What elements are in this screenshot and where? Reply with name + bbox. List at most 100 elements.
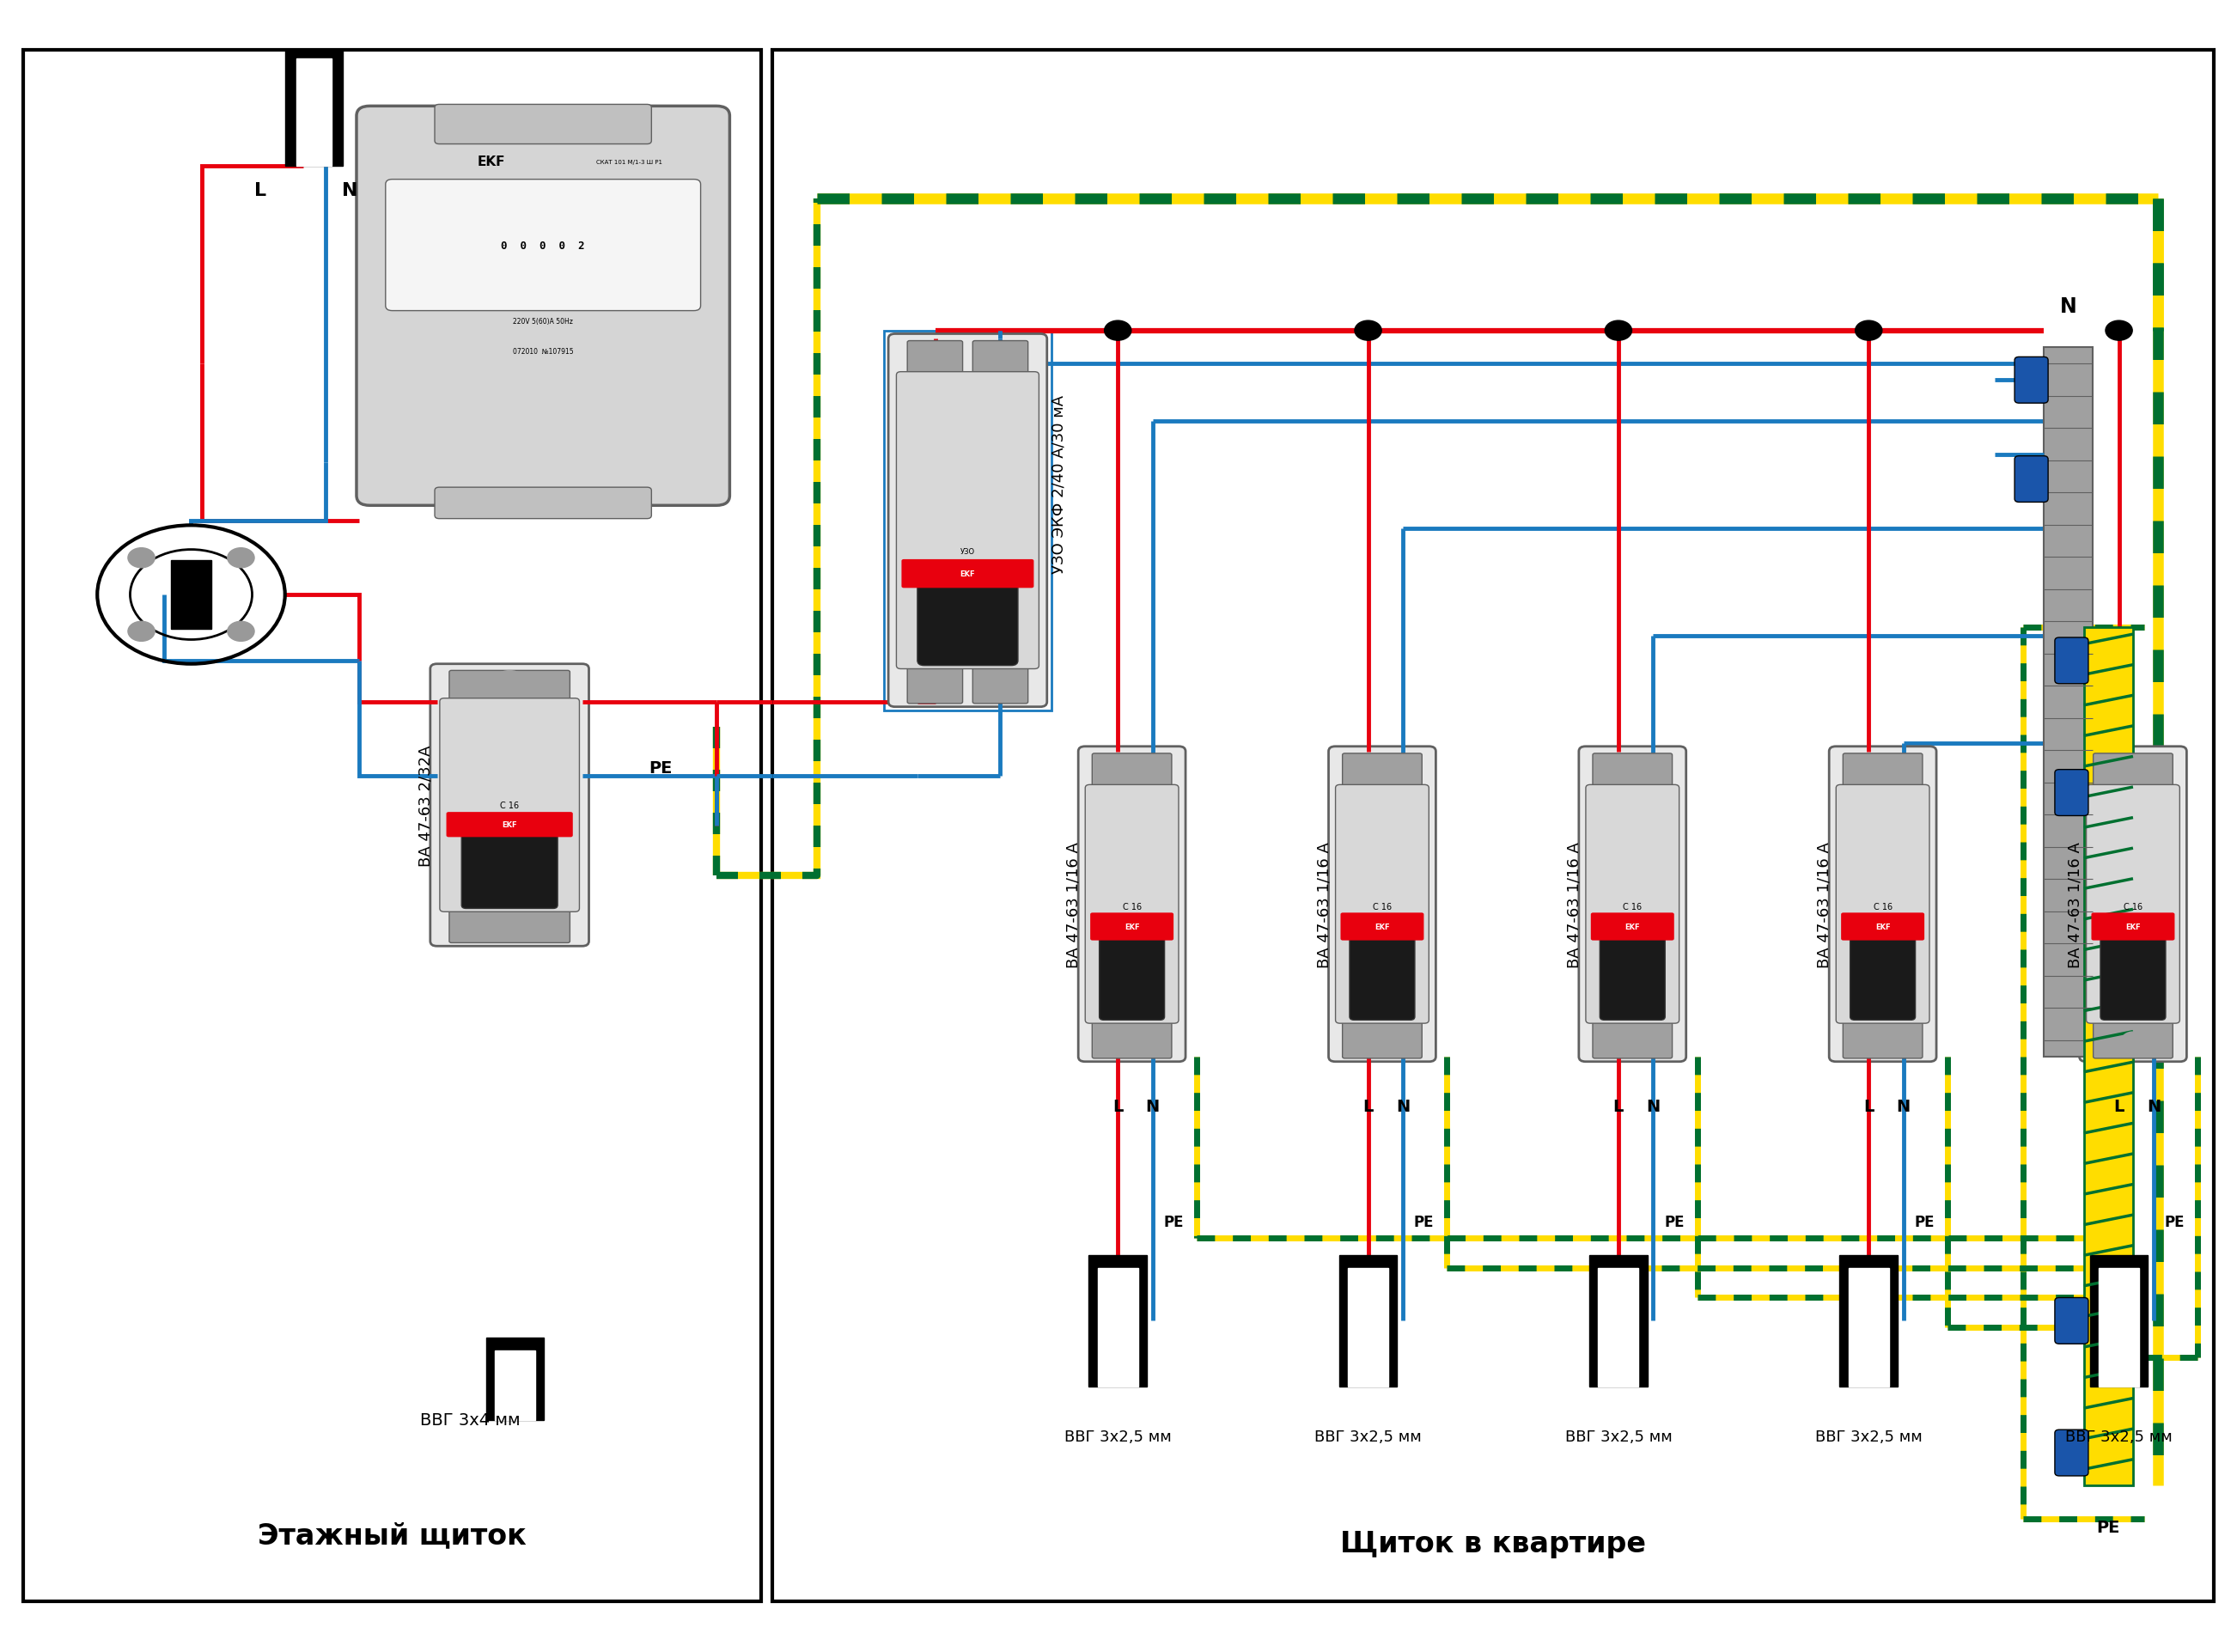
Polygon shape <box>2089 1256 2148 1388</box>
Text: PE: PE <box>1915 1214 1935 1229</box>
Text: ВА 47-63 1/16 А: ВА 47-63 1/16 А <box>2067 841 2083 968</box>
Text: УЗО: УЗО <box>960 548 975 555</box>
Polygon shape <box>1340 1256 1398 1388</box>
Text: Щиток в квартире: Щиток в квартире <box>1340 1530 1646 1558</box>
FancyBboxPatch shape <box>441 699 579 912</box>
Text: N: N <box>1897 1099 1910 1115</box>
FancyBboxPatch shape <box>2094 753 2172 790</box>
Text: L: L <box>1112 1099 1123 1115</box>
Polygon shape <box>1349 1269 1389 1388</box>
Circle shape <box>1872 1032 1895 1049</box>
Polygon shape <box>1839 1256 1897 1388</box>
Text: ВВГ 3х4 мм: ВВГ 3х4 мм <box>421 1412 521 1427</box>
Circle shape <box>2121 1032 2145 1049</box>
Circle shape <box>128 548 154 568</box>
Text: ВВГ 3х2,5 мм: ВВГ 3х2,5 мм <box>1566 1429 1671 1444</box>
FancyBboxPatch shape <box>1830 747 1937 1062</box>
Circle shape <box>492 671 528 697</box>
Circle shape <box>228 548 255 568</box>
Text: N: N <box>2148 1099 2161 1115</box>
Polygon shape <box>1588 1256 1646 1388</box>
FancyBboxPatch shape <box>908 342 962 377</box>
FancyBboxPatch shape <box>2056 638 2089 684</box>
Text: L: L <box>1362 1099 1374 1115</box>
FancyBboxPatch shape <box>2101 937 2165 1021</box>
FancyBboxPatch shape <box>450 671 570 704</box>
Text: EKF: EKF <box>1125 923 1139 930</box>
FancyBboxPatch shape <box>1850 937 1915 1021</box>
FancyBboxPatch shape <box>1342 1023 1423 1059</box>
FancyBboxPatch shape <box>1078 747 1186 1062</box>
Polygon shape <box>2098 1269 2139 1388</box>
Text: PE: PE <box>2165 1214 2186 1229</box>
Circle shape <box>1121 1032 1143 1049</box>
Text: 220V 5(60)А 50Hz: 220V 5(60)А 50Hz <box>512 317 573 325</box>
FancyBboxPatch shape <box>888 334 1047 707</box>
FancyBboxPatch shape <box>1593 1023 1673 1059</box>
Circle shape <box>1121 760 1143 776</box>
Polygon shape <box>494 1351 535 1419</box>
Text: 0  0  0  0  2: 0 0 0 0 2 <box>501 240 584 251</box>
FancyBboxPatch shape <box>450 910 570 943</box>
Text: PE: PE <box>1163 1214 1183 1229</box>
Text: L: L <box>2114 1099 2125 1115</box>
FancyBboxPatch shape <box>356 107 729 506</box>
Text: ВВГ 3х2,5 мм: ВВГ 3х2,5 мм <box>1065 1429 1172 1444</box>
Text: EKF: EKF <box>476 155 506 169</box>
FancyBboxPatch shape <box>1843 753 1922 790</box>
Circle shape <box>1356 320 1382 340</box>
Text: ВА 47-63 2/32А: ВА 47-63 2/32А <box>418 745 434 866</box>
Circle shape <box>919 345 944 362</box>
Text: СКАТ 101 М/1-3 Ш Р1: СКАТ 101 М/1-3 Ш Р1 <box>597 160 662 165</box>
FancyBboxPatch shape <box>1841 914 1924 940</box>
Circle shape <box>2105 320 2132 340</box>
Text: L: L <box>1613 1099 1624 1115</box>
FancyBboxPatch shape <box>1335 785 1429 1024</box>
FancyBboxPatch shape <box>1586 785 1680 1024</box>
FancyBboxPatch shape <box>1340 914 1423 940</box>
Text: L: L <box>1863 1099 1875 1115</box>
Circle shape <box>984 345 1009 362</box>
Polygon shape <box>1089 1256 1148 1388</box>
Polygon shape <box>170 560 210 629</box>
Text: PE: PE <box>1414 1214 1434 1229</box>
Circle shape <box>2121 760 2145 776</box>
Polygon shape <box>1098 1269 1139 1388</box>
Text: ВВГ 3х2,5 мм: ВВГ 3х2,5 мм <box>1814 1429 1922 1444</box>
FancyBboxPatch shape <box>1843 1023 1922 1059</box>
Text: ВА 47-63 1/16 А: ВА 47-63 1/16 А <box>1067 841 1080 968</box>
Text: C 16: C 16 <box>1872 902 1893 910</box>
FancyBboxPatch shape <box>434 487 651 519</box>
Text: N: N <box>1396 1099 1409 1115</box>
Text: C 16: C 16 <box>1123 902 1141 910</box>
FancyBboxPatch shape <box>1593 753 1673 790</box>
Polygon shape <box>2045 347 2094 1057</box>
FancyBboxPatch shape <box>2056 770 2089 816</box>
FancyBboxPatch shape <box>908 667 962 704</box>
Text: EKF: EKF <box>960 570 975 578</box>
Text: N: N <box>1145 1099 1159 1115</box>
FancyBboxPatch shape <box>1085 785 1179 1024</box>
Circle shape <box>919 679 944 697</box>
Text: N: N <box>342 182 358 200</box>
Text: C 16: C 16 <box>1374 902 1391 910</box>
Circle shape <box>492 914 528 940</box>
Text: ВВГ 3х2,5 мм: ВВГ 3х2,5 мм <box>1315 1429 1423 1444</box>
Text: ВА 47-63 1/16 А: ВА 47-63 1/16 А <box>1566 841 1582 968</box>
FancyBboxPatch shape <box>2092 914 2174 940</box>
FancyBboxPatch shape <box>2094 1023 2172 1059</box>
Circle shape <box>228 621 255 641</box>
Text: C 16: C 16 <box>501 801 519 809</box>
Text: EKF: EKF <box>1624 923 1640 930</box>
Polygon shape <box>1848 1269 1888 1388</box>
Circle shape <box>1872 760 1895 776</box>
FancyBboxPatch shape <box>1599 937 1664 1021</box>
FancyBboxPatch shape <box>973 667 1029 704</box>
FancyBboxPatch shape <box>1591 914 1673 940</box>
Polygon shape <box>485 1338 544 1419</box>
FancyBboxPatch shape <box>447 813 573 838</box>
Circle shape <box>1622 760 1644 776</box>
Text: EKF: EKF <box>2125 923 2141 930</box>
Polygon shape <box>1597 1269 1637 1388</box>
Circle shape <box>1105 320 1132 340</box>
